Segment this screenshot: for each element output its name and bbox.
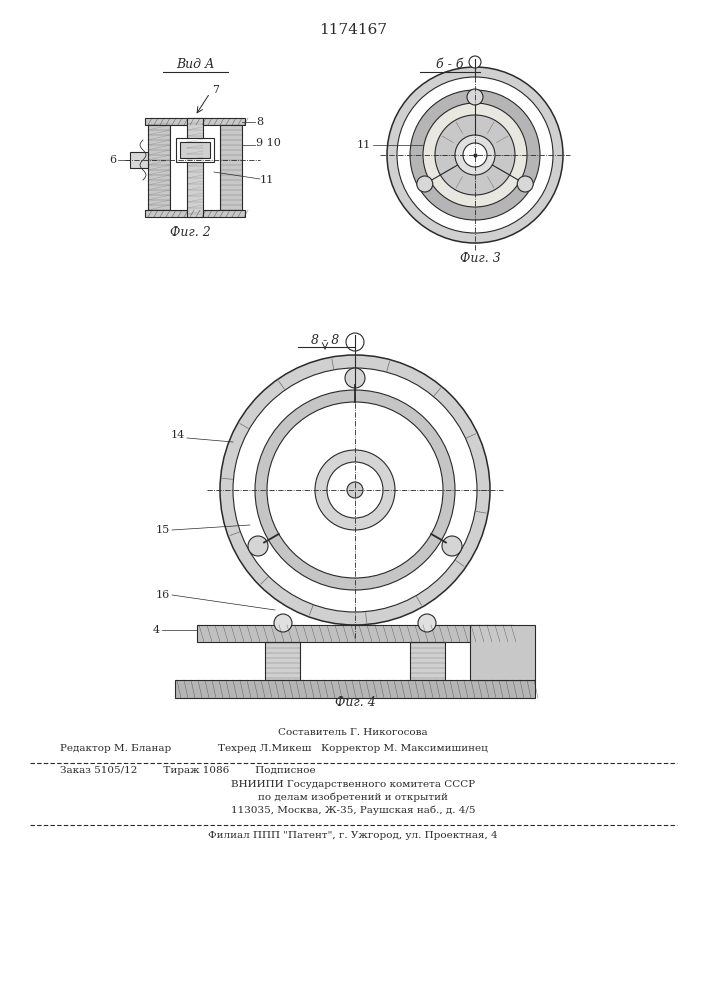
Text: 1174167: 1174167 bbox=[319, 23, 387, 37]
Polygon shape bbox=[170, 125, 220, 210]
Circle shape bbox=[416, 176, 433, 192]
Circle shape bbox=[423, 103, 527, 207]
Circle shape bbox=[397, 77, 553, 233]
Text: Фиг. 4: Фиг. 4 bbox=[334, 696, 375, 708]
Circle shape bbox=[255, 390, 455, 590]
Text: 7: 7 bbox=[212, 85, 219, 95]
Circle shape bbox=[347, 482, 363, 498]
Circle shape bbox=[345, 368, 365, 388]
Circle shape bbox=[248, 536, 268, 556]
Text: Вид А: Вид А bbox=[176, 58, 214, 72]
Polygon shape bbox=[180, 142, 210, 158]
Circle shape bbox=[463, 143, 487, 167]
Circle shape bbox=[518, 176, 533, 192]
Polygon shape bbox=[265, 642, 300, 680]
Circle shape bbox=[233, 368, 477, 612]
Text: 11: 11 bbox=[357, 140, 371, 150]
Polygon shape bbox=[148, 122, 170, 213]
Text: 9 10: 9 10 bbox=[256, 138, 281, 148]
Text: 14: 14 bbox=[171, 430, 185, 440]
Text: 15: 15 bbox=[156, 525, 170, 535]
Text: 113035, Москва, Ж-35, Раушская наб., д. 4/5: 113035, Москва, Ж-35, Раушская наб., д. … bbox=[230, 806, 475, 815]
Text: Редактор М. Бланар: Редактор М. Бланар bbox=[60, 744, 171, 753]
Text: Составитель Г. Никогосова: Составитель Г. Никогосова bbox=[278, 728, 428, 737]
Text: 4: 4 bbox=[153, 625, 160, 635]
Polygon shape bbox=[176, 138, 214, 162]
Text: 6: 6 bbox=[109, 155, 116, 165]
Polygon shape bbox=[187, 118, 203, 217]
Circle shape bbox=[469, 56, 481, 68]
Text: Филиал ППП "Патент", г. Ужгород, ул. Проектная, 4: Филиал ППП "Патент", г. Ужгород, ул. Про… bbox=[208, 831, 498, 840]
Text: 16: 16 bbox=[156, 590, 170, 600]
Circle shape bbox=[387, 67, 563, 243]
Text: 11: 11 bbox=[260, 175, 274, 185]
Circle shape bbox=[455, 135, 495, 175]
Circle shape bbox=[315, 450, 395, 530]
Polygon shape bbox=[145, 118, 245, 125]
Text: 8: 8 bbox=[256, 117, 263, 127]
Circle shape bbox=[346, 333, 364, 351]
Polygon shape bbox=[410, 642, 445, 680]
Circle shape bbox=[418, 614, 436, 632]
Polygon shape bbox=[145, 210, 245, 217]
Text: ВНИИПИ Государственного комитета СССР: ВНИИПИ Государственного комитета СССР bbox=[231, 780, 475, 789]
Text: Фиг. 3: Фиг. 3 bbox=[460, 251, 501, 264]
Circle shape bbox=[274, 614, 292, 632]
Circle shape bbox=[442, 536, 462, 556]
Circle shape bbox=[267, 402, 443, 578]
Circle shape bbox=[410, 90, 540, 220]
Circle shape bbox=[220, 355, 490, 625]
Polygon shape bbox=[197, 625, 513, 642]
Text: по делам изобретений и открытий: по делам изобретений и открытий bbox=[258, 792, 448, 802]
Polygon shape bbox=[220, 122, 242, 213]
Circle shape bbox=[435, 115, 515, 195]
Circle shape bbox=[467, 89, 483, 105]
Polygon shape bbox=[130, 152, 148, 168]
Polygon shape bbox=[470, 625, 535, 680]
Text: б - б: б - б bbox=[436, 58, 464, 72]
Polygon shape bbox=[175, 680, 535, 698]
Circle shape bbox=[327, 462, 383, 518]
Text: Фиг. 2: Фиг. 2 bbox=[170, 226, 211, 238]
Text: Техред Л.Микеш   Корректор М. Максимишинец: Техред Л.Микеш Корректор М. Максимишинец bbox=[218, 744, 488, 753]
Text: Заказ 5105/12        Тираж 1086        Подписное: Заказ 5105/12 Тираж 1086 Подписное bbox=[60, 766, 315, 775]
Text: 8 - 8: 8 - 8 bbox=[311, 334, 339, 347]
